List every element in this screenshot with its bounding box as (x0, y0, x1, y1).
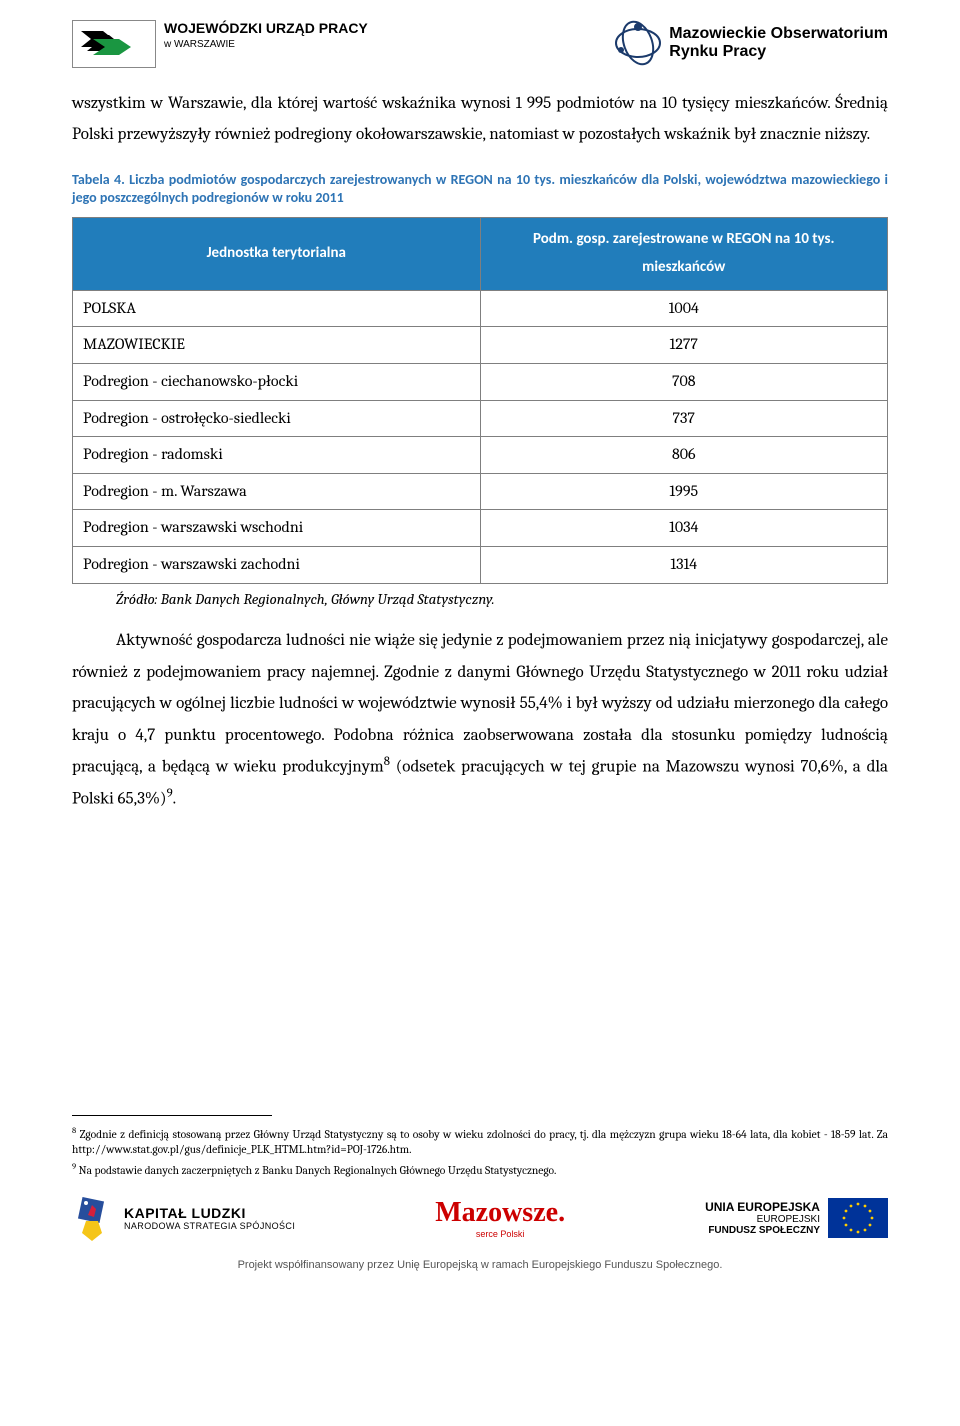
table-cell-label: Podregion - ostrołęcko-siedlecki (73, 400, 481, 437)
paragraph-1: wszystkim w Warszawie, dla której wartoś… (72, 88, 888, 151)
mazowsze-brand: Mazowsze. (435, 1197, 565, 1229)
table-cell-value: 737 (480, 400, 888, 437)
eu-flag-icon (828, 1198, 888, 1238)
table-cell-label: Podregion - ciechanowsko-płocki (73, 363, 481, 400)
regon-table: Jednostka terytorialna Podm. gosp. zarej… (72, 217, 888, 583)
table-row: Podregion - radomski806 (73, 437, 888, 474)
page-header: WOJEWÓDZKI URZĄD PRACY w WARSZAWIE Mazow… (72, 20, 888, 68)
table-col2-header: Podm. gosp. zarejestrowane w REGON na 10… (480, 218, 888, 291)
header-org-loc: w WARSZAWIE (164, 39, 368, 51)
wup-logo (72, 20, 156, 68)
fn9-text: Na podstawie danych zaczerpniętych z Ban… (76, 1164, 556, 1177)
fn8-text: Zgodnie z definicją stosowaną przez Głów… (72, 1128, 888, 1156)
table-source: Źródło: Bank Danych Regionalnych, Główny… (72, 586, 888, 614)
table-row: POLSKA1004 (73, 290, 888, 327)
table-cell-value: 708 (480, 363, 888, 400)
table-row: Podregion - warszawski zachodni1314 (73, 546, 888, 583)
p2-part3: . (173, 790, 177, 809)
footer-eu: UNIA EUROPEJSKA EUROPEJSKI FUNDUSZ SPOŁE… (705, 1198, 888, 1238)
table-cell-label: Podregion - warszawski wschodni (73, 510, 481, 547)
table-row: Podregion - ciechanowsko-płocki708 (73, 363, 888, 400)
p2-part1: Aktywność gospodarcza ludności nie wiąże… (72, 631, 888, 776)
arrows-icon (79, 27, 149, 61)
header-left: WOJEWÓDZKI URZĄD PRACY w WARSZAWIE (72, 20, 368, 68)
footnote-9: 9 Na podstawie danych zaczerpniętych z B… (72, 1162, 888, 1179)
table-cell-value: 1004 (480, 290, 888, 327)
table-col1-header: Jednostka terytorialna (73, 218, 481, 291)
table-cell-value: 1995 (480, 473, 888, 510)
observatory-logo-icon (613, 20, 663, 66)
table-cell-label: MAZOWIECKIE (73, 327, 481, 364)
kapital-l1: KAPITAŁ LUDZKI (124, 1205, 295, 1221)
eu-l1: UNIA EUROPEJSKA (705, 1200, 820, 1214)
footer: KAPITAŁ LUDZKI NARODOWA STRATEGIA SPÓJNO… (72, 1193, 888, 1243)
kapital-l2: NARODOWA STRATEGIA SPÓJNOŚCI (124, 1221, 295, 1231)
table-cell-value: 1277 (480, 327, 888, 364)
table-cell-label: POLSKA (73, 290, 481, 327)
footnotes: 8 Zgodnie z definicją stosowaną przez Gł… (72, 1115, 888, 1178)
table-cell-label: Podregion - radomski (73, 437, 481, 474)
footer-mazowsze: Mazowsze. serce Polski (435, 1197, 565, 1239)
footer-kapital: KAPITAŁ LUDZKI NARODOWA STRATEGIA SPÓJNO… (72, 1193, 295, 1243)
header-right: Mazowieckie Obserwatorium Rynku Pracy (613, 20, 888, 66)
header-org-name: WOJEWÓDZKI URZĄD PRACY (164, 20, 368, 37)
eu-l3: FUNDUSZ SPOŁECZNY (705, 1225, 820, 1236)
observatory-line2: Rynku Pracy (669, 43, 888, 61)
table-cell-value: 806 (480, 437, 888, 474)
table-row: Podregion - m. Warszawa1995 (73, 473, 888, 510)
table-cell-label: Podregion - warszawski zachodni (73, 546, 481, 583)
table-cell-label: Podregion - m. Warszawa (73, 473, 481, 510)
table-row: Podregion - warszawski wschodni1034 (73, 510, 888, 547)
table-cell-value: 1034 (480, 510, 888, 547)
kapital-ludzki-icon (72, 1193, 116, 1243)
footnote-8: 8 Zgodnie z definicją stosowaną przez Gł… (72, 1126, 888, 1158)
mazowsze-sub: serce Polski (435, 1229, 565, 1239)
table-row: Podregion - ostrołęcko-siedlecki737 (73, 400, 888, 437)
paragraph-2: Aktywność gospodarcza ludności nie wiąże… (72, 625, 888, 815)
eu-l2: EUROPEJSKI (705, 1214, 820, 1225)
project-note: Projekt współfinansowany przez Unię Euro… (72, 1259, 888, 1271)
table-row: MAZOWIECKIE1277 (73, 327, 888, 364)
footnote-separator (72, 1115, 272, 1116)
table-cell-value: 1314 (480, 546, 888, 583)
observatory-line1: Mazowieckie Obserwatorium (669, 25, 888, 43)
table-caption: Tabela 4. Liczba podmiotów gospodarczych… (72, 171, 888, 207)
